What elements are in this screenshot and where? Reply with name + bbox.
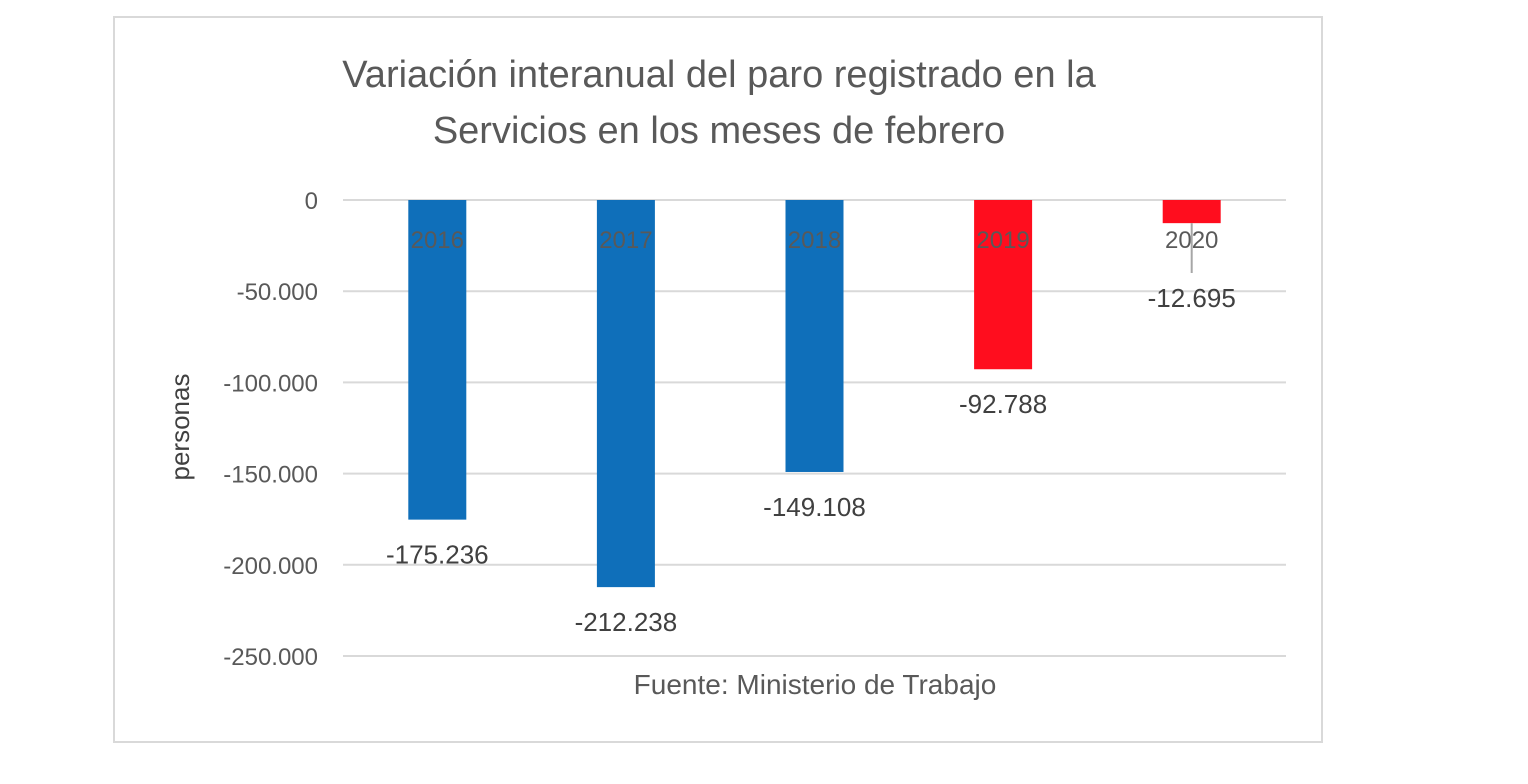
y-tick-label: -250.000 xyxy=(223,644,318,671)
y-tick-label: -50.000 xyxy=(237,279,318,306)
gridlines xyxy=(343,199,1286,657)
source-note: Fuente: Ministerio de Trabajo xyxy=(634,669,997,700)
chart-title-line-2: Servicios en los meses de febrero xyxy=(433,110,1005,152)
y-axis-title: personas xyxy=(165,374,195,481)
category-label: 2019 xyxy=(976,227,1029,254)
y-axis-ticks: 0 -50.000 -100.000 -150.000 -200.000 -250.000 xyxy=(223,188,318,671)
chart-frame xyxy=(113,16,1323,743)
bar-2019 xyxy=(974,200,1033,370)
data-label: -149.108 xyxy=(763,492,866,522)
y-tick-label: -200.000 xyxy=(223,553,318,580)
data-labels: -175.236 -212.238 -149.108 -92.788 -12.695 xyxy=(386,223,1236,637)
category-labels: 2016 2017 2018 2019 2020 xyxy=(411,227,1219,254)
data-label: -212.238 xyxy=(575,607,678,637)
bar-2016 xyxy=(408,200,467,520)
data-label: -12.695 xyxy=(1148,283,1236,313)
bar-2018 xyxy=(785,200,844,472)
category-label: 2017 xyxy=(599,227,652,254)
category-label: 2016 xyxy=(411,227,464,254)
data-label: -92.788 xyxy=(959,389,1047,419)
chart-title-line-1: Variación interanual del paro registrado… xyxy=(342,54,1096,96)
bar-2017 xyxy=(596,200,655,588)
bar-2020 xyxy=(1162,200,1221,224)
bars xyxy=(408,200,1221,588)
data-label: -175.236 xyxy=(386,540,489,570)
y-tick-label: 0 xyxy=(305,188,318,215)
y-tick-label: -150.000 xyxy=(223,462,318,489)
category-label: 2018 xyxy=(788,227,841,254)
y-tick-label: -100.000 xyxy=(223,370,318,397)
